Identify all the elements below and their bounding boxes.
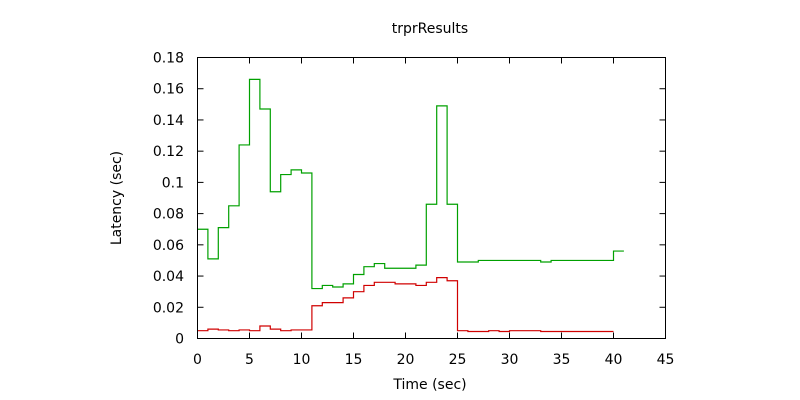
chart-title: trprResults xyxy=(392,21,468,37)
x-tick-label: 20 xyxy=(397,352,415,368)
y-tick-label: 0.08 xyxy=(153,207,184,223)
axis-tick-labels: 0 5 10 15 20 25 30 35 40 45 0 0.02 0.04 0.06 0.08 0.1 0.… xyxy=(153,51,675,369)
x-tick-label: 45 xyxy=(657,352,675,368)
y-axis-label: Latency (sec) xyxy=(109,151,125,245)
x-tick-label: 15 xyxy=(345,352,363,368)
x-tick-label: 35 xyxy=(553,352,571,368)
series-layer xyxy=(197,78,624,333)
x-tick-label: 0 xyxy=(193,352,202,368)
y-tick-label: 0 xyxy=(175,332,184,348)
x-tick-label: 10 xyxy=(293,352,311,368)
plot-frame xyxy=(197,57,666,339)
x-tick-label: 40 xyxy=(605,352,623,368)
y-tick-label: 0.12 xyxy=(153,144,184,160)
series-line-2 xyxy=(197,277,614,333)
x-tick-label: 5 xyxy=(245,352,254,368)
x-tick-label: 25 xyxy=(449,352,467,368)
y-tick-label: 0.02 xyxy=(153,300,184,316)
y-tick-label: 0.14 xyxy=(153,113,184,129)
y-tick-label: 0.06 xyxy=(153,238,184,254)
y-tick-label: 0.1 xyxy=(162,175,184,191)
y-tick-label: 0.04 xyxy=(153,269,184,285)
axis-ticks xyxy=(197,57,666,339)
x-tick-label: 30 xyxy=(501,352,519,368)
x-axis-label: Time (sec) xyxy=(392,377,466,393)
y-tick-label: 0.18 xyxy=(153,51,184,67)
y-tick-label: 0.16 xyxy=(153,82,184,98)
series-line-1 xyxy=(197,78,624,290)
